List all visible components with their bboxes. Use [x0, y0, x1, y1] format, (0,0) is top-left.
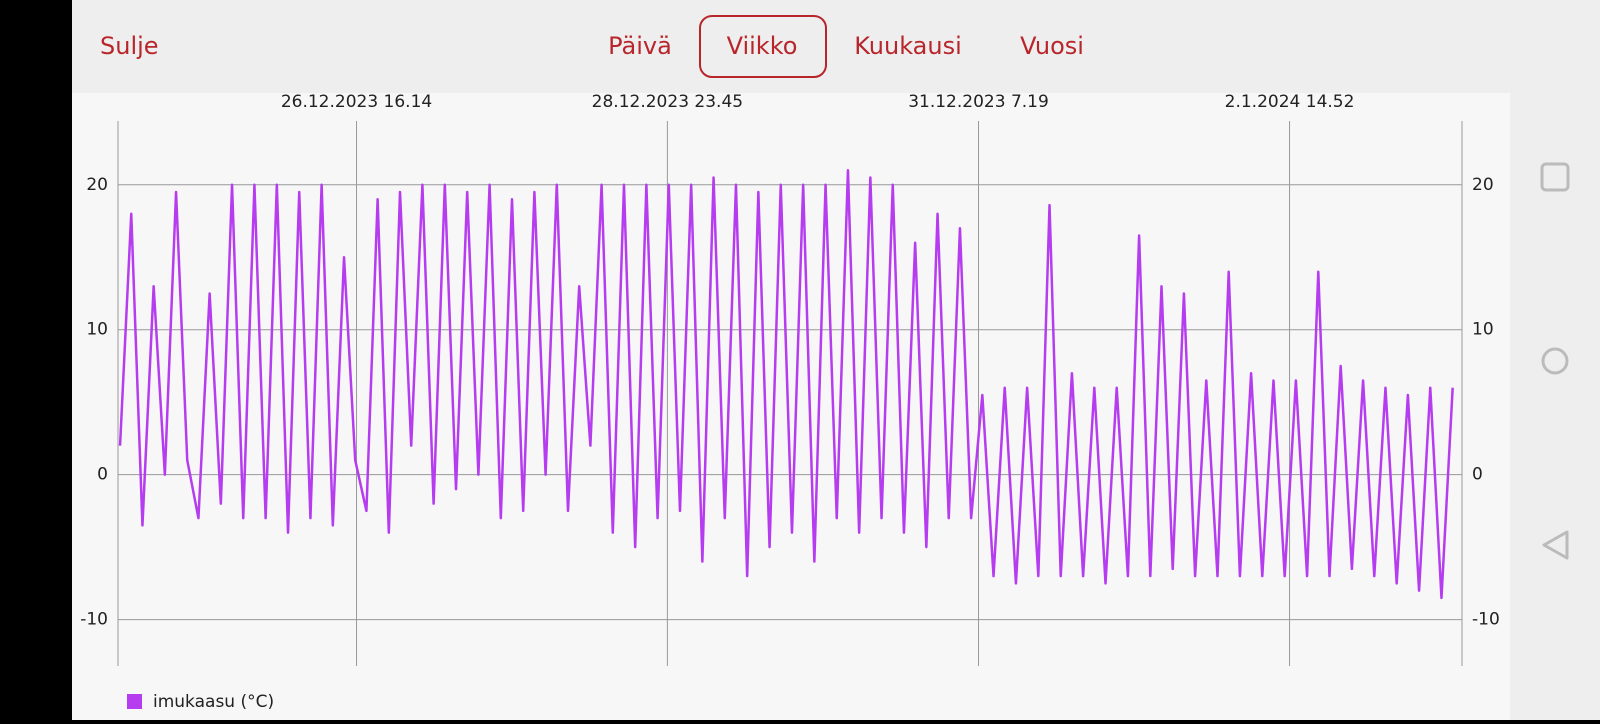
back-button[interactable]: [1542, 530, 1569, 560]
legend-swatch: [127, 694, 142, 709]
tab[interactable]: Viikko: [727, 32, 798, 60]
left-bar: [0, 0, 72, 720]
system-nav-bar: [1510, 0, 1600, 720]
recents-button[interactable]: [1540, 162, 1570, 192]
tab[interactable]: Kuukausi: [854, 32, 962, 60]
y-tick-label: 20: [86, 175, 108, 195]
chart-panel: [72, 93, 1510, 720]
x-tick-label: 2.1.2024 14.52: [1225, 92, 1355, 112]
x-tick-label: 31.12.2023 7.19: [908, 92, 1049, 112]
close-button[interactable]: Sulje: [100, 32, 159, 60]
y2-tick-label: 10: [1472, 320, 1494, 340]
y2-tick-label: 0: [1472, 465, 1483, 485]
y-tick-label: 0: [97, 465, 108, 485]
tab[interactable]: Päivä: [608, 32, 672, 60]
home-button[interactable]: [1541, 347, 1569, 375]
tab[interactable]: Vuosi: [1020, 32, 1084, 60]
data-line: [118, 169, 1454, 600]
active-tab-frame: [699, 15, 827, 78]
y2-tick-label: -10: [1472, 610, 1500, 630]
x-tick-label: 26.12.2023 16.14: [281, 92, 432, 112]
y2-tick-label: 20: [1472, 175, 1494, 195]
y-tick-label: 10: [86, 320, 108, 340]
x-tick-label: 28.12.2023 23.45: [592, 92, 743, 112]
legend-label: imukaasu (°C): [153, 692, 274, 712]
y-tick-label: -10: [80, 610, 108, 630]
